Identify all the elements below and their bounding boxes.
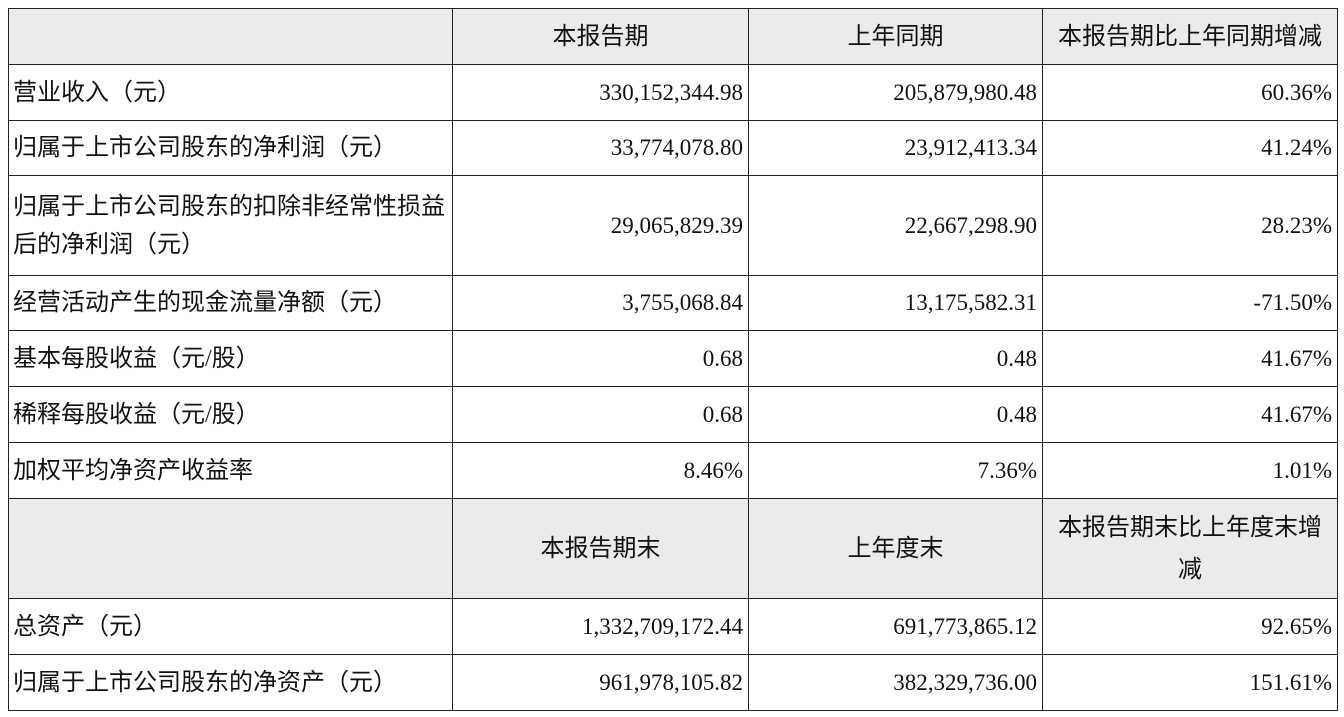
value-cell: 41.67% <box>1042 386 1338 443</box>
row-label: 营业收入（元） <box>8 64 453 121</box>
header-row: 本报告期 上年同期 本报告期比上年同期增减 <box>8 8 1338 65</box>
data-row: 营业收入（元） 330,152,344.98 205,879,980.48 60.36… <box>8 64 1338 121</box>
value-cell: 28.23% <box>1042 175 1338 276</box>
value-cell: 13,175,582.31 <box>748 275 1043 331</box>
row-label: 加权平均净资产收益率 <box>8 442 453 499</box>
data-row: 加权平均净资产收益率 8.46% 7.36% 1.01% <box>8 442 1338 499</box>
value-cell: 33,774,078.80 <box>452 120 749 176</box>
value-cell: 60.36% <box>1042 64 1338 121</box>
data-row: 归属于上市公司股东的净资产（元） 961,978,105.82 382,329,73… <box>8 654 1338 711</box>
value-cell: 0.48 <box>748 386 1043 443</box>
header-cell <box>8 498 453 599</box>
header-cell: 本报告期比上年同期增减 <box>1042 8 1338 65</box>
row-label: 归属于上市公司股东的扣除非经常性损益后的净利润（元） <box>8 175 453 276</box>
value-cell: 22,667,298.90 <box>748 175 1043 276</box>
header-cell: 上年同期 <box>748 8 1043 65</box>
data-row: 归属于上市公司股东的净利润（元） 33,774,078.80 23,912,413.… <box>8 120 1338 176</box>
value-cell: 961,978,105.82 <box>452 654 749 711</box>
data-row: 基本每股收益（元/股） 0.68 0.48 41.67% <box>8 330 1338 387</box>
value-cell: 0.68 <box>452 330 749 387</box>
data-row: 稀释每股收益（元/股） 0.68 0.48 41.67% <box>8 386 1338 443</box>
header-cell: 本报告期 <box>452 8 749 65</box>
value-cell: 23,912,413.34 <box>748 120 1043 176</box>
value-cell: 92.65% <box>1042 598 1338 655</box>
data-row: 总资产（元） 1,332,709,172.44 691,773,865.12 92.6… <box>8 598 1338 655</box>
value-cell: 1.01% <box>1042 442 1338 499</box>
row-label: 总资产（元） <box>8 598 453 655</box>
row-label: 归属于上市公司股东的净资产（元） <box>8 654 453 711</box>
value-cell: 0.48 <box>748 330 1043 387</box>
header-cell: 本报告期末比上年度末增减 <box>1042 498 1338 599</box>
data-row: 归属于上市公司股东的扣除非经常性损益后的净利润（元） 29,065,829.39 2… <box>8 175 1338 276</box>
value-cell: 41.67% <box>1042 330 1338 387</box>
header-cell <box>8 8 453 65</box>
value-cell: -71.50% <box>1042 275 1338 331</box>
row-label: 基本每股收益（元/股） <box>8 330 453 387</box>
value-cell: 41.24% <box>1042 120 1338 176</box>
data-row: 经营活动产生的现金流量净额（元） 3,755,068.84 13,175,582.3… <box>8 275 1338 331</box>
header-cell: 本报告期末 <box>452 498 749 599</box>
header-row: 本报告期末 上年度末 本报告期末比上年度末增减 <box>8 498 1338 599</box>
value-cell: 1,332,709,172.44 <box>452 598 749 655</box>
value-cell: 29,065,829.39 <box>452 175 749 276</box>
value-cell: 151.61% <box>1042 654 1338 711</box>
value-cell: 205,879,980.48 <box>748 64 1043 121</box>
value-cell: 8.46% <box>452 442 749 499</box>
row-label: 归属于上市公司股东的净利润（元） <box>8 120 453 176</box>
value-cell: 691,773,865.12 <box>748 598 1043 655</box>
value-cell: 382,329,736.00 <box>748 654 1043 711</box>
value-cell: 330,152,344.98 <box>452 64 749 121</box>
row-label: 经营活动产生的现金流量净额（元） <box>8 275 453 331</box>
financial-table: 本报告期 上年同期 本报告期比上年同期增减 营业收入（元） 330,152,344.98… <box>8 8 1338 711</box>
value-cell: 3,755,068.84 <box>452 275 749 331</box>
row-label: 稀释每股收益（元/股） <box>8 386 453 443</box>
header-cell: 上年度末 <box>748 498 1043 599</box>
value-cell: 0.68 <box>452 386 749 443</box>
value-cell: 7.36% <box>748 442 1043 499</box>
